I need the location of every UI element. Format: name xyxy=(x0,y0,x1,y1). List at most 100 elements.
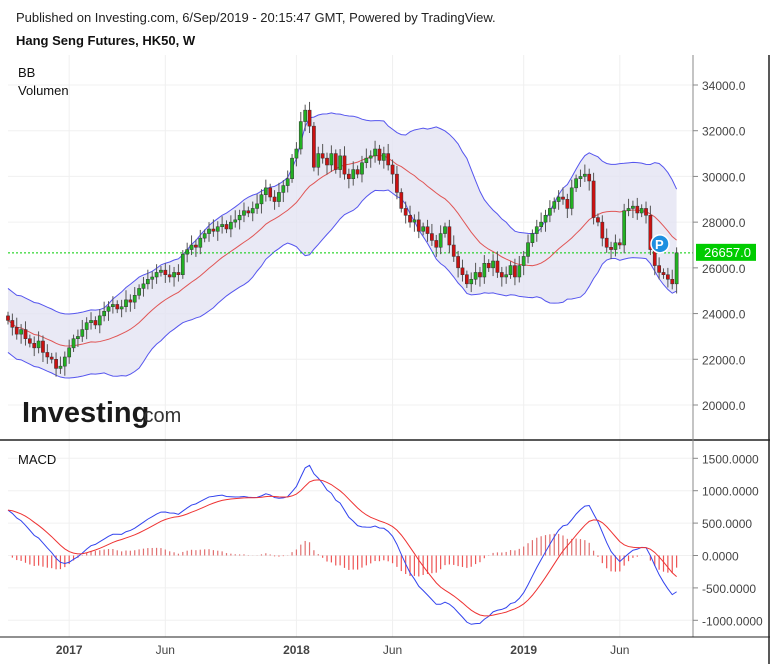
position-marker[interactable]: P xyxy=(650,234,670,254)
candle-body xyxy=(102,311,106,317)
candle-body xyxy=(412,219,417,223)
candle-body xyxy=(14,327,19,335)
time-tick-label: Jun xyxy=(156,643,175,657)
candle-body xyxy=(312,125,316,168)
grid xyxy=(8,55,693,637)
candle-body xyxy=(285,178,290,186)
candle-body xyxy=(93,320,98,326)
candle-body xyxy=(543,215,548,223)
candle-body xyxy=(167,274,172,278)
candle-body xyxy=(403,208,408,216)
axes: 34000.0 32000.0 30000.0 28000.0 26000.0 24000… xyxy=(0,55,770,664)
candle-body xyxy=(49,356,54,360)
candle-body xyxy=(395,173,399,193)
upper-band xyxy=(7,112,678,315)
candle-body xyxy=(159,269,163,273)
candle-body xyxy=(294,148,299,159)
svg-text:P: P xyxy=(655,237,664,252)
time-tick-label: Jun xyxy=(383,643,402,657)
macd-tick-label: 1000.0000 xyxy=(702,485,759,499)
candle-body xyxy=(97,315,102,326)
candle-body xyxy=(504,274,509,278)
candle-body xyxy=(578,176,583,179)
basis-line xyxy=(7,155,677,347)
candle-body xyxy=(351,169,356,179)
indicator-volume[interactable]: Volumen xyxy=(18,83,69,98)
candle-body xyxy=(674,252,679,285)
price-tick-label: 26000.0 xyxy=(702,262,746,276)
candle-body xyxy=(517,265,522,278)
price-tick-label: 30000.0 xyxy=(702,170,746,184)
candle-body xyxy=(259,194,264,205)
candle-body xyxy=(508,265,513,275)
svg-text:26657.0: 26657.0 xyxy=(704,245,751,260)
candle-body xyxy=(23,329,28,339)
candle-body xyxy=(80,329,85,337)
candle-body xyxy=(644,208,648,216)
candle-body xyxy=(657,265,661,273)
indicator-bb[interactable]: BB xyxy=(18,65,35,80)
candle-body xyxy=(6,315,10,321)
candle-body xyxy=(416,219,421,232)
macd-tick-label: 500.0000 xyxy=(702,517,752,531)
candle-body xyxy=(329,153,334,166)
candle-body xyxy=(513,265,517,278)
candle-body xyxy=(569,187,574,209)
candle-body xyxy=(609,247,613,250)
candle-body xyxy=(482,263,487,278)
macd-tick-label: 1500.0000 xyxy=(702,452,759,466)
lower-band xyxy=(7,189,677,379)
candle-body xyxy=(534,226,539,234)
candle-body xyxy=(316,153,321,168)
candle-body xyxy=(368,155,373,159)
candle-body xyxy=(307,109,312,127)
candle-body xyxy=(172,272,176,278)
candle-body xyxy=(408,215,412,223)
candle-body xyxy=(635,205,640,214)
published-line: Published on Investing.com, 6/Sep/2019 -… xyxy=(16,10,496,25)
candle-body xyxy=(670,279,675,285)
candle-body xyxy=(180,253,185,275)
candle-body xyxy=(89,320,93,323)
candle-body xyxy=(530,233,535,243)
candle-body xyxy=(399,192,404,209)
time-tick-label: 2019 xyxy=(510,643,537,657)
price-tick-label: 32000.0 xyxy=(702,125,746,139)
candle-body xyxy=(591,180,596,218)
candle-body xyxy=(84,322,89,330)
candle-body xyxy=(233,219,238,223)
candle-body xyxy=(207,228,211,234)
candle-body xyxy=(71,338,76,349)
chart-title: Hang Seng Futures, HK50, W xyxy=(16,33,196,48)
candle-body xyxy=(425,226,430,234)
candle-body xyxy=(290,157,294,179)
price-tick-label: 20000.0 xyxy=(702,399,746,413)
investing-logo: Investing .com xyxy=(22,397,181,429)
candle-body xyxy=(338,155,342,170)
candle-body xyxy=(163,269,168,275)
candle-body xyxy=(137,288,141,296)
candle-body xyxy=(360,162,364,175)
candle-body xyxy=(526,242,530,257)
time-tick-label: 2018 xyxy=(283,643,310,657)
macd-pane xyxy=(7,464,678,625)
candle-body xyxy=(443,226,447,234)
candle-body xyxy=(255,203,259,209)
candle-body xyxy=(556,196,561,202)
candle-body xyxy=(141,283,146,289)
candle-body xyxy=(268,187,273,198)
candle-body xyxy=(478,272,482,278)
candle-body xyxy=(521,256,526,266)
candle-body xyxy=(333,153,338,170)
candle-body xyxy=(132,295,137,303)
candle-body xyxy=(600,221,605,239)
time-tick-label: Jun xyxy=(610,643,629,657)
candle-body xyxy=(648,215,653,250)
price-tick-label: 28000.0 xyxy=(702,216,746,230)
candle-body xyxy=(587,173,592,182)
candle-body xyxy=(486,263,491,269)
indicator-macd[interactable]: MACD xyxy=(18,452,56,467)
candle-body xyxy=(561,196,565,200)
candle-body xyxy=(215,226,220,232)
